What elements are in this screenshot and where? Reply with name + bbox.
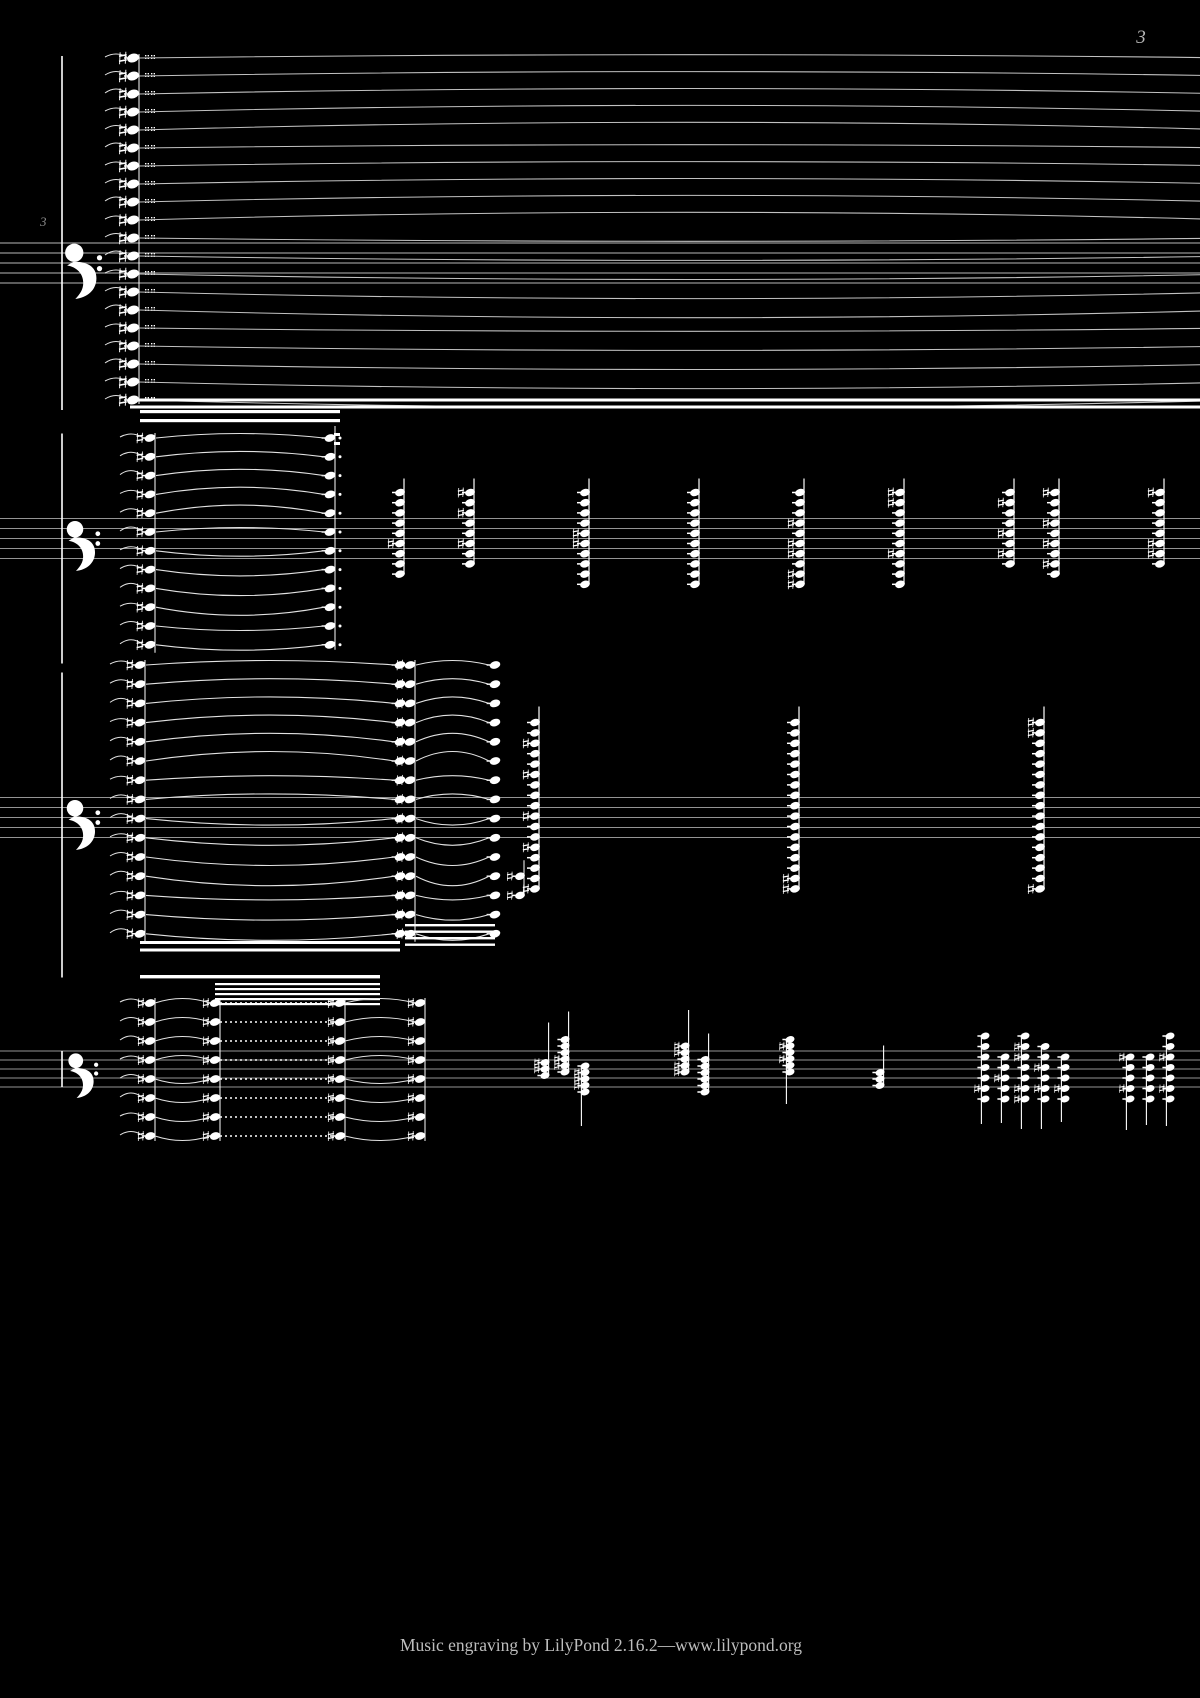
svg-text:3: 3	[1135, 27, 1146, 48]
svg-text:Music engraving by LilyPond 2.: Music engraving by LilyPond 2.16.2—www.l…	[400, 1635, 802, 1655]
svg-text:3: 3	[39, 214, 47, 229]
